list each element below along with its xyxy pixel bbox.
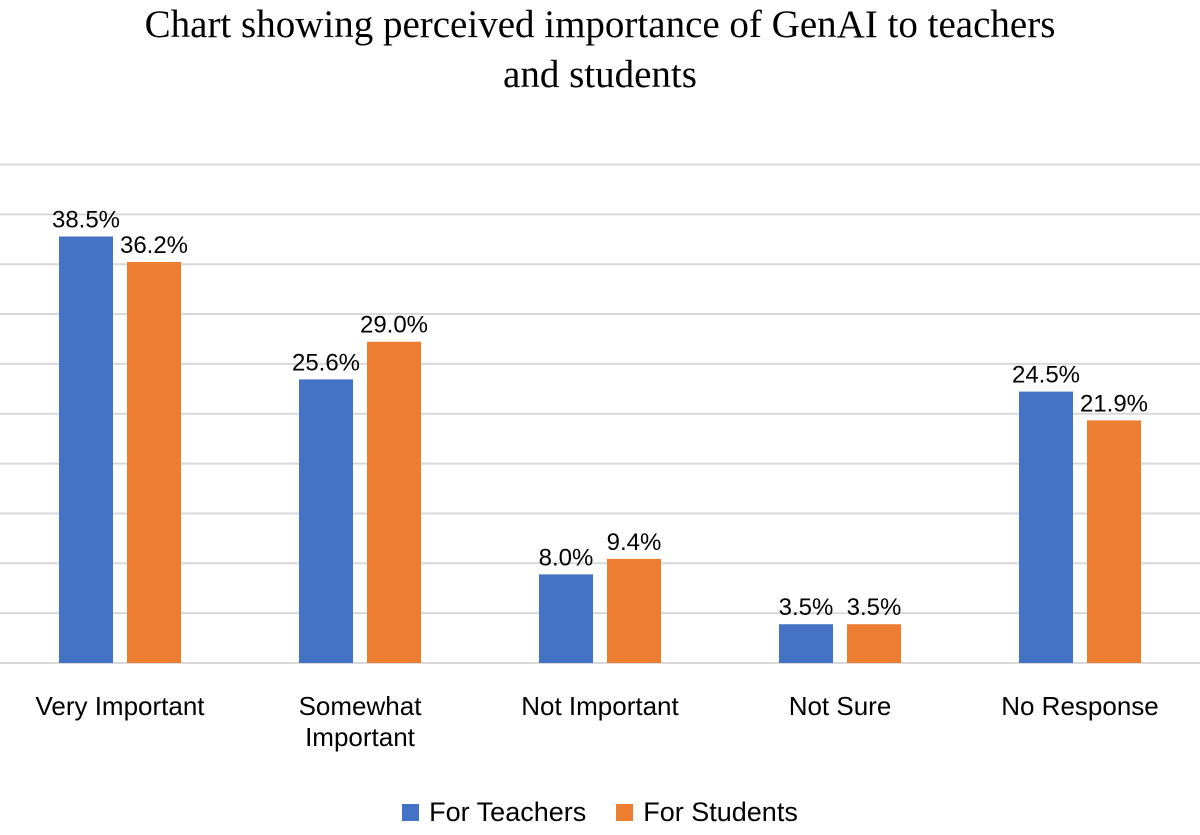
data-label-teachers-1: 25.6% [292,349,360,376]
data-label-students-1: 29.0% [360,312,428,339]
bar-teachers-2 [539,574,593,663]
bar-students-1 [367,341,421,663]
legend: For Teachers For Students [0,790,1200,834]
data-label-students-4: 21.9% [1080,390,1148,417]
bar-teachers-0 [59,236,113,663]
category-label-3-0: Not Sure [789,691,892,721]
legend-item-teachers: For Teachers [402,797,586,828]
data-label-teachers-2: 8.0% [539,544,594,571]
data-label-students-0: 36.2% [120,232,188,259]
bar-students-3 [847,624,901,663]
category-label-2-0: Not Important [521,691,679,721]
data-label-teachers-4: 24.5% [1012,362,1080,389]
bar-students-2 [607,558,661,663]
bar-students-4 [1087,420,1141,663]
bar-teachers-3 [779,624,833,663]
legend-label-teachers: For Teachers [429,796,587,827]
bar-teachers-1 [299,379,353,663]
legend-swatch-teachers [402,803,420,821]
category-label-4-0: No Response [1001,691,1159,721]
category-label-1-1: Important [305,722,416,752]
legend-swatch-students [616,803,634,821]
bar-students-0 [127,261,181,663]
data-label-students-2: 9.4% [607,529,662,556]
data-label-students-3: 3.5% [847,594,902,621]
chart-title: Chart showing perceived importance of Ge… [0,0,1200,100]
legend-label-students: For Students [643,796,798,827]
bar-teachers-4 [1019,391,1073,663]
data-label-teachers-0: 38.5% [52,207,120,234]
category-label-1-0: Somewhat [299,691,423,721]
data-label-teachers-3: 3.5% [779,594,834,621]
legend-item-students: For Students [616,797,798,828]
category-label-0-0: Very Important [35,691,205,721]
chart-title-line-1: Chart showing perceived importance of Ge… [144,3,1056,46]
chart-title-line-2: and students [503,53,697,96]
